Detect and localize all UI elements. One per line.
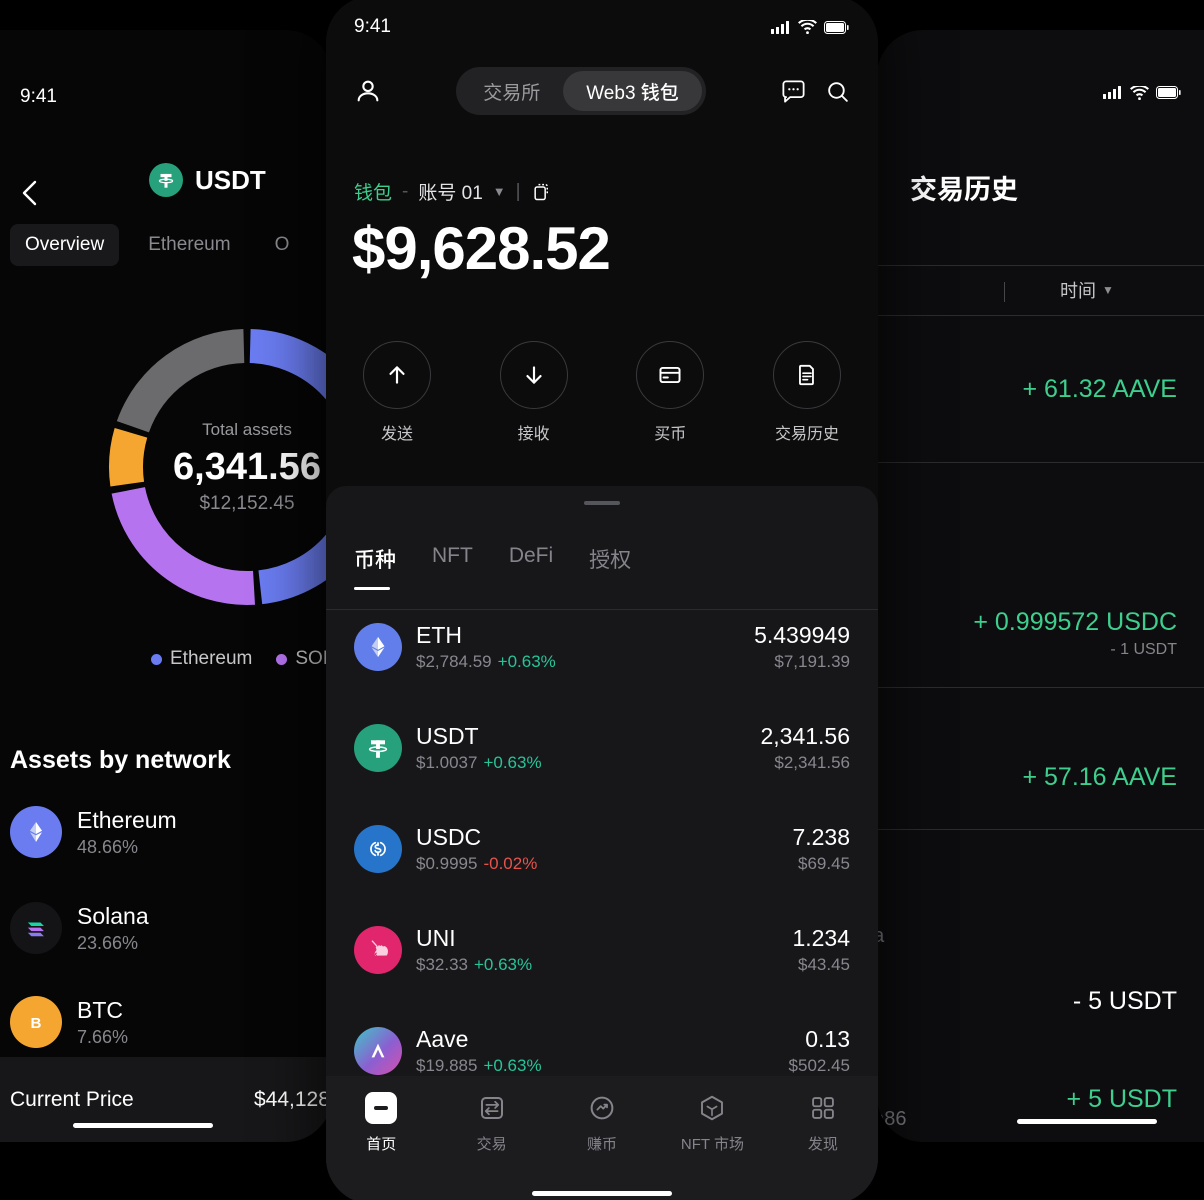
svg-text:B: B (31, 1015, 42, 1032)
